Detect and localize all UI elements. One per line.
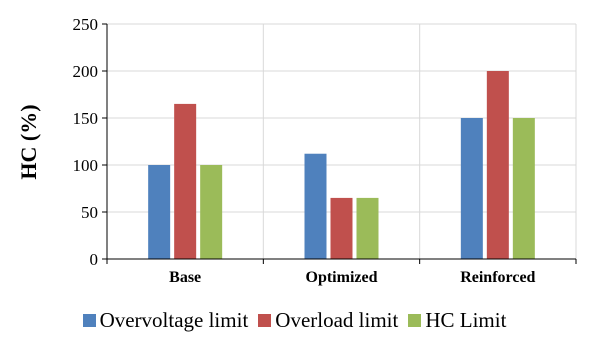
legend-item: Overload limit	[258, 308, 398, 333]
bar-overvoltage-limit-base	[148, 165, 171, 259]
bars	[148, 71, 535, 260]
bar-hc-limit-optimized	[356, 197, 379, 259]
y-axis-title: HC (%)	[16, 104, 41, 179]
y-tick-label: 250	[73, 15, 99, 34]
legend-label: Overload limit	[275, 307, 399, 332]
legend-item: HC Limit	[408, 308, 506, 333]
bar-overvoltage-limit-optimized	[304, 153, 327, 259]
y-tick-label: 50	[81, 203, 98, 222]
legend-label: HC Limit	[425, 307, 507, 332]
x-tick-label: Base	[169, 269, 201, 286]
bar-overload-limit-base	[174, 103, 197, 260]
bar-hc-limit-base	[200, 165, 223, 259]
y-tick-label: 150	[73, 109, 99, 128]
axes	[102, 23, 577, 264]
legend-swatch	[408, 313, 422, 327]
bar-overload-limit-reinforced	[486, 71, 509, 259]
bar-hc-limit-reinforced	[512, 118, 535, 259]
bar-overload-limit-optimized	[330, 197, 353, 259]
bar-overvoltage-limit-reinforced	[460, 118, 483, 259]
legend-swatch	[82, 313, 96, 327]
y-tick-label: 200	[73, 62, 99, 81]
legend-swatch	[258, 313, 272, 327]
legend-label: Overvoltage limit	[99, 307, 249, 332]
x-tick-label: Reinforced	[460, 269, 535, 286]
y-tick-label: 0	[90, 250, 99, 269]
tick-labels: 0 50 100 150 200 250 Base Optimized Reinforced	[73, 15, 536, 286]
y-tick-label: 100	[73, 156, 99, 175]
legend: Overvoltage limit Overload limit HC Limit	[0, 303, 589, 337]
legend-item: Overvoltage limit	[82, 307, 249, 333]
x-tick-label: Optimized	[306, 269, 378, 286]
